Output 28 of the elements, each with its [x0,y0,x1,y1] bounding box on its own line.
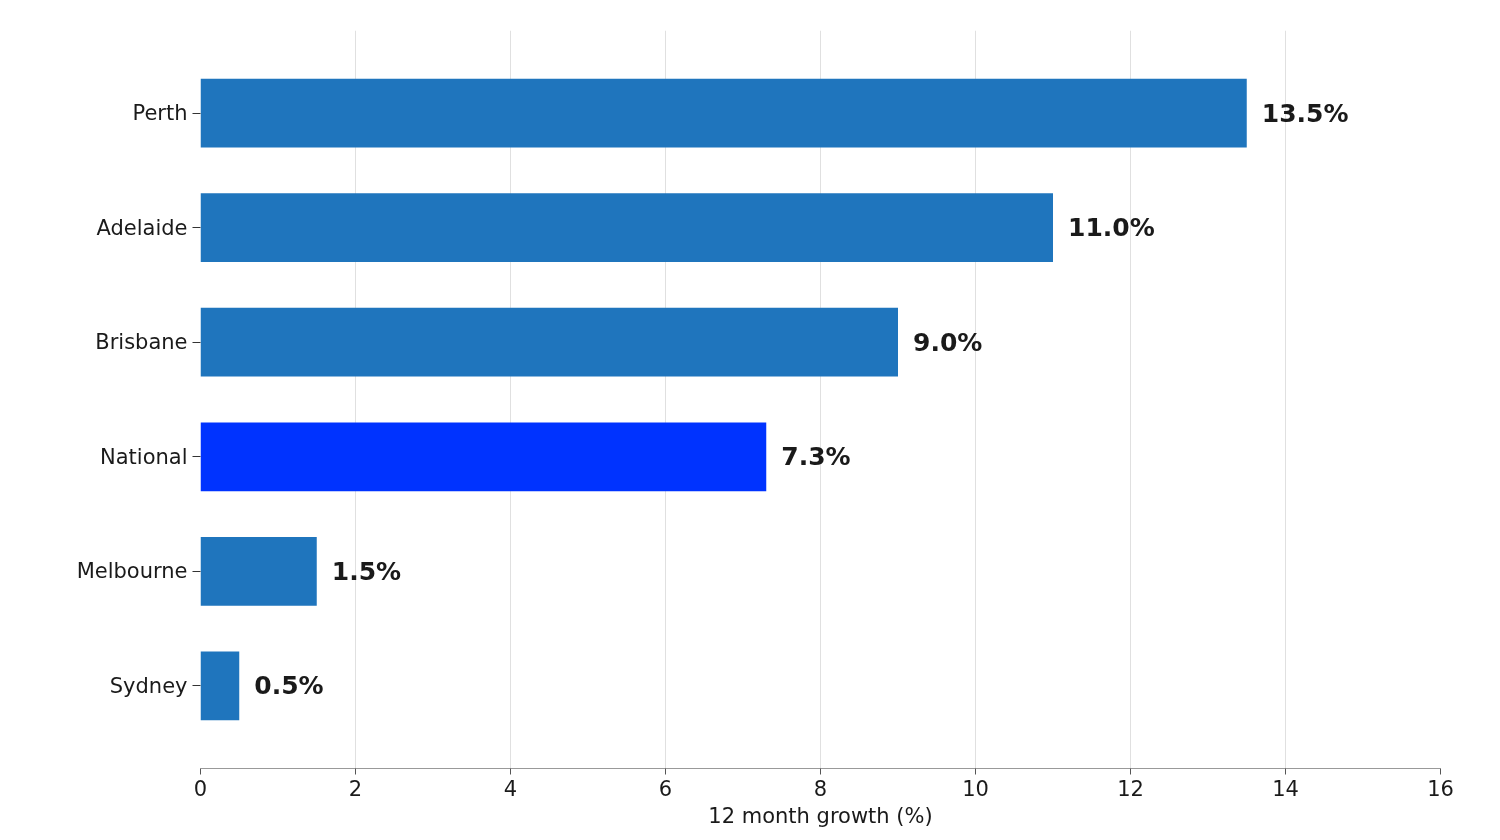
bar [200,537,317,606]
y-tick-label: National [99,444,188,469]
data-label: 1.5% [331,556,402,586]
x-tick-label: 10 [962,776,989,801]
bar [200,422,767,492]
bar [200,193,1053,262]
data-label: 9.0% [913,327,983,357]
x-tick-label: 0 [193,776,208,801]
data-label: 13.5% [1261,98,1349,128]
data-label: 11.0% [1068,213,1155,243]
x-tick-label: 12 [1117,776,1144,801]
y-tick-label: Adelaide [96,215,188,240]
bar [200,78,1247,148]
data-label: 7.3% [781,442,851,472]
x-tick-label: 8 [813,776,828,801]
y-tick-label: Melbourne [76,559,188,584]
data-label: 0.5% [254,671,324,701]
x-tick-label: 4 [503,776,518,801]
y-tick-label: Sydney [109,673,188,698]
bar [200,307,898,377]
x-tick-label: 16 [1427,776,1454,801]
bar [200,651,240,721]
x-axis-title: 12 month growth (%) [708,803,933,828]
y-tick-label: Perth [132,101,188,126]
y-tick-label: Brisbane [95,330,188,355]
x-tick-label: 2 [348,776,363,801]
x-tick-label: 6 [658,776,673,801]
x-tick-label: 14 [1272,776,1299,801]
